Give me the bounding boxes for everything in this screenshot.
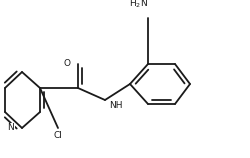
Text: NH: NH — [109, 100, 122, 109]
Text: H: H — [141, 1, 148, 10]
Text: $\mathregular{H_2N}$: $\mathregular{H_2N}$ — [129, 0, 148, 10]
Text: Cl: Cl — [54, 131, 62, 140]
Text: N: N — [7, 124, 14, 133]
Text: O: O — [63, 60, 70, 69]
Text: $\mathregular{H_2N}$: $\mathregular{H_2N}$ — [129, 0, 148, 10]
